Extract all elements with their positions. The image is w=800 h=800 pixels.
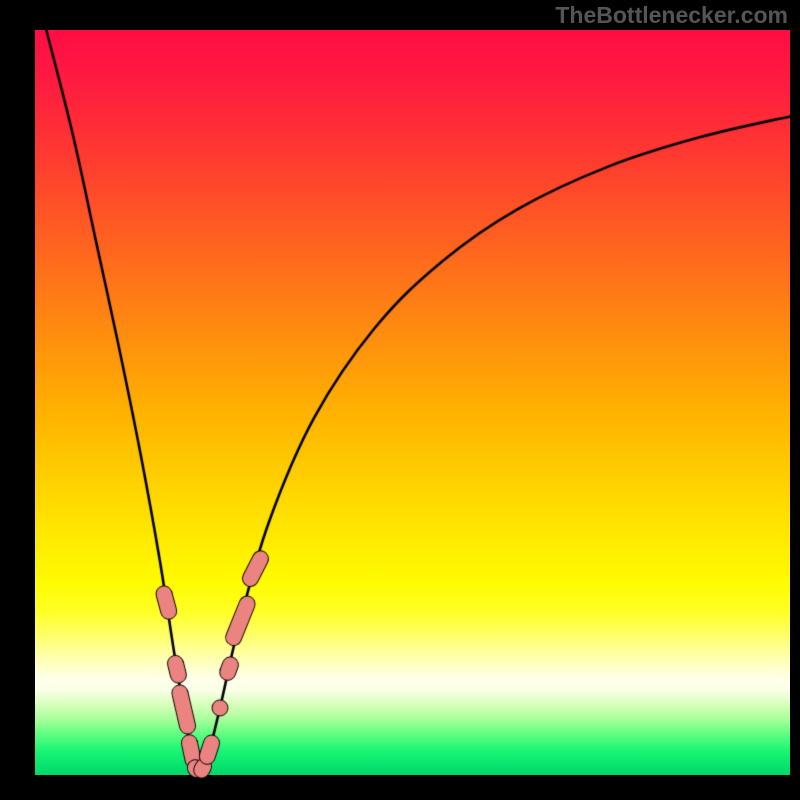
chart-stage: TheBottlenecker.com <box>0 0 800 800</box>
curve-canvas <box>0 0 800 800</box>
watermark-text: TheBottlenecker.com <box>555 2 788 29</box>
